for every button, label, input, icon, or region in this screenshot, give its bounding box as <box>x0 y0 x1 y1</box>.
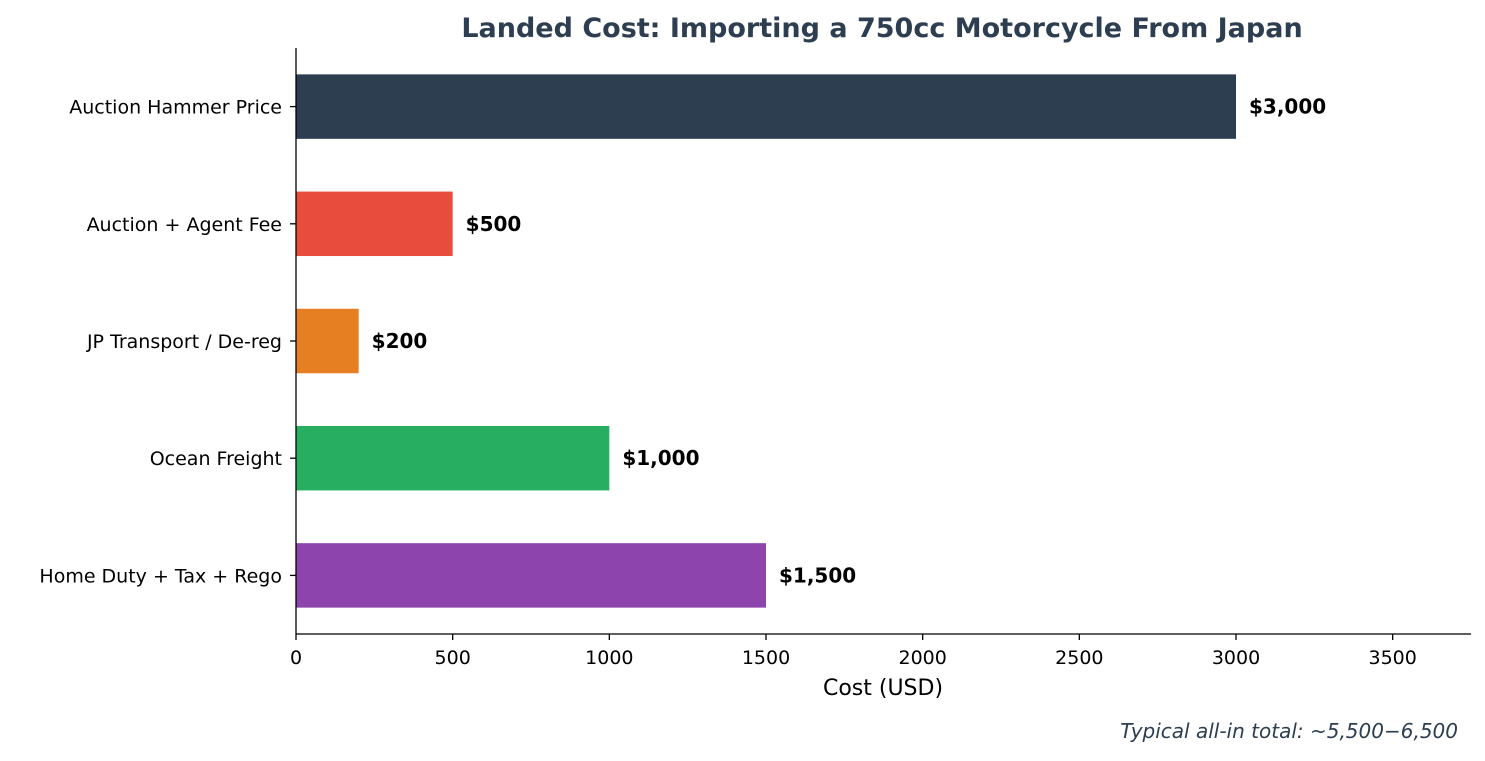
bar-0 <box>296 74 1236 139</box>
bar-value-label-2: $200 <box>372 329 428 353</box>
bar-value-label-1: $500 <box>466 212 522 236</box>
bar-3 <box>296 425 610 491</box>
category-label-0: Auction Hammer Price <box>69 97 282 119</box>
x-tick-label-0: 0 <box>290 647 302 669</box>
bar-1 <box>296 191 453 257</box>
bar-value-label-0: $3,000 <box>1249 95 1326 119</box>
chart-title: Landed Cost: Importing a 750cc Motorcycl… <box>461 13 1302 44</box>
x-tick-label-2: 1000 <box>585 647 633 669</box>
x-axis-label: Cost (USD) <box>823 676 943 701</box>
bar-4 <box>296 543 766 608</box>
ticks-layer: Auction Hammer Price Auction + Agent Fee J… <box>39 97 1416 669</box>
x-tick-label-1: 500 <box>435 647 471 669</box>
category-label-4: Home Duty + Tax + Rego <box>39 565 282 587</box>
total-annotation: Typical all-in total: ~5,500−6,500 <box>1120 719 1458 743</box>
category-label-3: Ocean Freight <box>150 448 282 470</box>
bar-value-label-4: $1,500 <box>779 563 856 587</box>
bar-2 <box>296 308 359 374</box>
x-tick-label-4: 2000 <box>898 647 946 669</box>
x-tick-label-6: 3000 <box>1212 647 1260 669</box>
x-tick-label-5: 2500 <box>1055 647 1103 669</box>
x-tick-label-3: 1500 <box>742 647 790 669</box>
category-label-2: JP Transport / De-reg <box>86 331 282 353</box>
bars-layer: $3,000 $500 $200 $1,000 $1,500 <box>296 74 1326 608</box>
x-tick-label-7: 3500 <box>1368 647 1416 669</box>
category-label-1: Auction + Agent Fee <box>87 214 282 236</box>
bar-value-label-3: $1,000 <box>622 446 699 470</box>
